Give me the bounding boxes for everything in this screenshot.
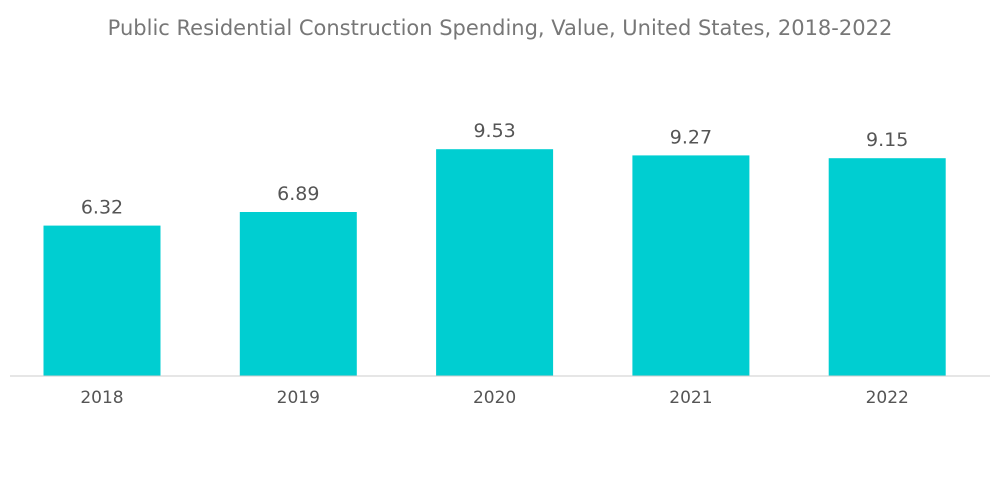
value-label-2020: 9.53 <box>473 120 515 142</box>
bar-2019 <box>239 212 357 376</box>
bar-2021 <box>632 155 750 376</box>
value-labels-group: 6.32 6.89 9.53 9.27 9.15 <box>81 120 909 218</box>
bar-2020 <box>436 149 554 376</box>
value-label-2019: 6.89 <box>277 183 319 205</box>
bars-group <box>43 149 946 376</box>
value-label-2021: 9.27 <box>670 126 712 148</box>
bar-2022 <box>828 158 946 376</box>
x-tick-labels-group: 2018 2019 2020 2021 2022 <box>80 388 908 408</box>
chart-title: Public Residential Construction Spending… <box>107 16 893 40</box>
x-tick-label-2019: 2019 <box>277 388 320 408</box>
x-tick-label-2022: 2022 <box>866 388 909 408</box>
x-tick-label-2020: 2020 <box>473 388 516 408</box>
bar-2018 <box>43 225 161 376</box>
value-label-2022: 9.15 <box>866 129 908 151</box>
x-tick-label-2021: 2021 <box>669 388 712 408</box>
x-tick-label-2018: 2018 <box>80 388 123 408</box>
value-label-2018: 6.32 <box>81 197 123 219</box>
